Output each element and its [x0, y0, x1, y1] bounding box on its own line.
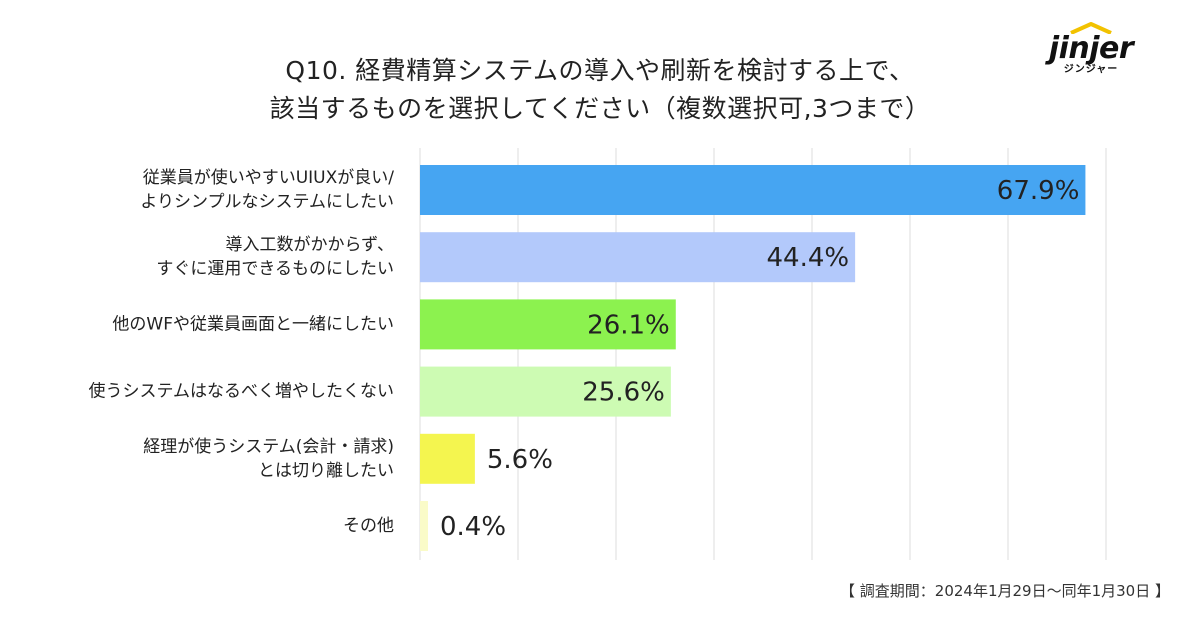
category-label: 使うシステムはなるべく増やしたくない	[89, 381, 395, 402]
bar	[420, 501, 428, 551]
data-label: 26.1%	[587, 310, 670, 340]
category-label: よりシンプルなシステムにしたい	[140, 192, 394, 212]
data-label: 67.9%	[997, 176, 1080, 206]
category-label: 他のWFや従業員画面と一緒にしたい	[112, 314, 394, 334]
bar	[420, 299, 676, 350]
bar	[420, 433, 475, 484]
logo-subtext: ジンジャー	[1063, 64, 1119, 75]
bar	[420, 366, 671, 417]
category-label: 経理が使うシステム(会計・請求)	[143, 436, 394, 457]
category-label: 導入工数がかからず、	[226, 235, 394, 255]
roof-icon	[1070, 22, 1112, 34]
chart-title-line-1: Q10. 経費精算システムの導入や刷新を検討する上で、	[285, 56, 915, 85]
category-label: とは切り離したい	[258, 461, 394, 481]
data-label: 25.6%	[582, 378, 665, 408]
jinjer-logo: jinjer ジンジャー	[1026, 22, 1156, 75]
data-label: 44.4%	[767, 243, 850, 273]
logo-wordmark: jinjer	[1048, 31, 1134, 66]
chart-title-line-2: 該当するものを選択してください（複数選択可,3つまで）	[269, 94, 931, 123]
data-label: 0.4%	[440, 512, 506, 542]
data-label: 5.6%	[487, 445, 553, 475]
category-label: 従業員が使いやすいUIUXが良い/	[143, 167, 395, 188]
chart-title: Q10. 経費精算システムの導入や刷新を検討する上で、 該当するものを選択してく…	[0, 52, 1200, 128]
bar	[420, 165, 1086, 215]
category-label: その他	[343, 516, 394, 536]
survey-period-note: 【 調査期間：2024年1月29日～同年1月30日 】	[840, 582, 1170, 600]
category-label: すぐに運用できるものにしたい	[156, 259, 394, 279]
bar	[420, 232, 856, 283]
